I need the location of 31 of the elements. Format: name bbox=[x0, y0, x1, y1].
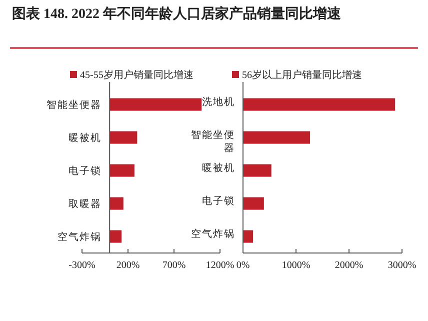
bar bbox=[243, 164, 272, 177]
x-tick-label: 200% bbox=[116, 260, 140, 271]
x-tick-label: 1200% bbox=[206, 260, 234, 271]
x-tick-label: 3000% bbox=[388, 260, 416, 271]
bar bbox=[243, 131, 310, 144]
x-tick-label: 700% bbox=[162, 260, 186, 271]
y-tick-label: 暖被机 bbox=[68, 132, 102, 144]
y-tick-label: 取暖器 bbox=[68, 198, 102, 210]
x-tick-label: 0% bbox=[236, 260, 250, 271]
y-tick-label: 洗地机 bbox=[202, 96, 235, 108]
y-tick-label: 智能坐便器 bbox=[191, 129, 235, 154]
x-tick-label: 1000% bbox=[282, 260, 310, 271]
bar bbox=[243, 197, 264, 210]
y-tick-label: 暖被机 bbox=[202, 162, 235, 174]
bar bbox=[243, 230, 254, 243]
bar bbox=[110, 131, 138, 144]
bar bbox=[243, 98, 396, 111]
y-tick-label: 空气炸锅 bbox=[191, 228, 235, 240]
bar bbox=[110, 164, 134, 177]
y-tick-label: 电子锁 bbox=[68, 165, 102, 177]
x-tick-label: 2000% bbox=[334, 260, 364, 271]
x-tick-label: -300% bbox=[68, 260, 96, 271]
legend-label: 56岁以上用户销量同比增速 bbox=[242, 69, 362, 81]
legend-label: 45-55岁用户销量同比增速 bbox=[80, 69, 194, 81]
bar bbox=[110, 98, 202, 111]
bar bbox=[110, 230, 122, 243]
y-tick-label: 智能坐便器 bbox=[46, 99, 102, 111]
bar bbox=[110, 197, 124, 210]
y-tick-label: 电子锁 bbox=[202, 195, 235, 207]
chart-title: 图表 148. 2022 年不同年龄人口居家产品销量同比增速 bbox=[12, 5, 342, 22]
y-tick-label: 空气炸锅 bbox=[58, 231, 102, 243]
